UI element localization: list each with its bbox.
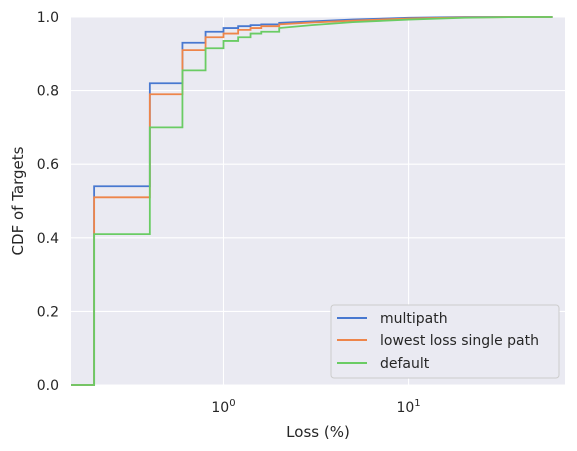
series-line-multipath xyxy=(71,16,553,386)
x-tick-label: 100 xyxy=(211,398,235,416)
x-axis-ticks: 100 101 xyxy=(211,398,420,416)
series-layer xyxy=(71,16,553,386)
legend-label-lowest-loss: lowest loss single path xyxy=(380,333,539,349)
y-tick-label: 0.2 xyxy=(37,304,59,320)
legend-box xyxy=(330,304,560,379)
legend: multipath lowest loss single path defaul… xyxy=(330,304,560,379)
y-axis-ticks: 0.0 0.2 0.4 0.6 0.8 1.0 xyxy=(37,10,59,394)
series-line-lowest-loss-single-path xyxy=(71,16,553,386)
y-tick-label: 0.0 xyxy=(37,378,59,394)
legend-label-default: default xyxy=(380,356,430,372)
series-line-default xyxy=(71,16,553,386)
x-axis-label: Loss (%) xyxy=(286,423,350,441)
grid-lines xyxy=(71,16,565,386)
y-tick-label: 0.6 xyxy=(37,157,59,173)
y-tick-label: 0.4 xyxy=(37,231,59,247)
legend-label-multipath: multipath xyxy=(380,311,448,327)
x-tick-label: 101 xyxy=(396,398,420,416)
y-tick-label: 0.8 xyxy=(37,84,59,100)
y-tick-label: 1.0 xyxy=(37,10,59,26)
y-axis-label: CDF of Targets xyxy=(9,146,27,255)
